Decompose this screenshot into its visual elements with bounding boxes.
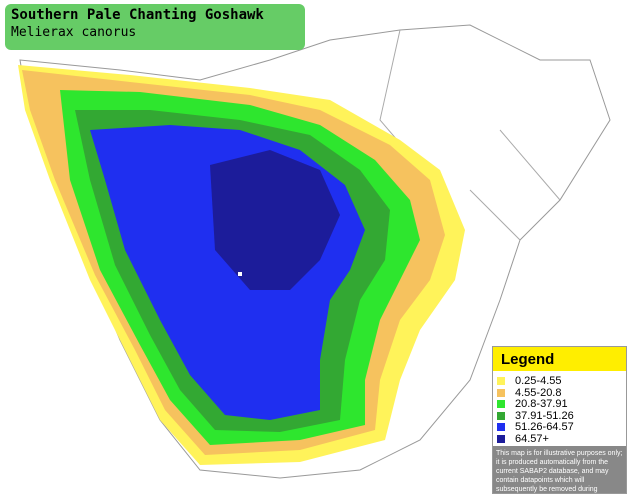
legend-title: Legend	[493, 347, 626, 371]
legend-swatch	[497, 434, 505, 443]
legend-item: 4.55-20.8	[497, 387, 561, 399]
legend-swatch	[497, 377, 505, 385]
legend-label: 0.25-4.55	[515, 375, 562, 387]
title-box: Southern Pale Chanting Goshawk Melierax …	[5, 4, 305, 50]
marker	[238, 272, 242, 276]
legend-item: 20.8-37.91	[497, 398, 568, 410]
legend-label: 4.55-20.8	[515, 386, 562, 399]
legend: Legend This map is for illustrative purp…	[492, 346, 627, 502]
legend-label: 20.8-37.91	[515, 398, 568, 410]
legend-label: 37.91-51.26	[515, 409, 574, 422]
title: Southern Pale Chanting Goshawk	[11, 7, 264, 23]
legend-swatch	[497, 423, 505, 431]
species: Melierax canorus	[11, 25, 137, 40]
range	[210, 150, 340, 290]
legend-item: 64.57+	[497, 433, 549, 445]
legend-item: 51.26-64.57	[497, 421, 574, 433]
legend-label: 51.26-64.57	[515, 421, 574, 433]
legend-swatch	[497, 400, 505, 408]
legend-swatch	[497, 388, 505, 397]
legend-label: 64.57+	[515, 432, 549, 445]
legend-item: 0.25-4.55	[497, 375, 561, 387]
legend-swatch	[497, 411, 505, 420]
disclaimer: This map is for illustrative purposes on…	[493, 446, 626, 502]
legend-item: 37.91-51.26	[497, 410, 574, 422]
